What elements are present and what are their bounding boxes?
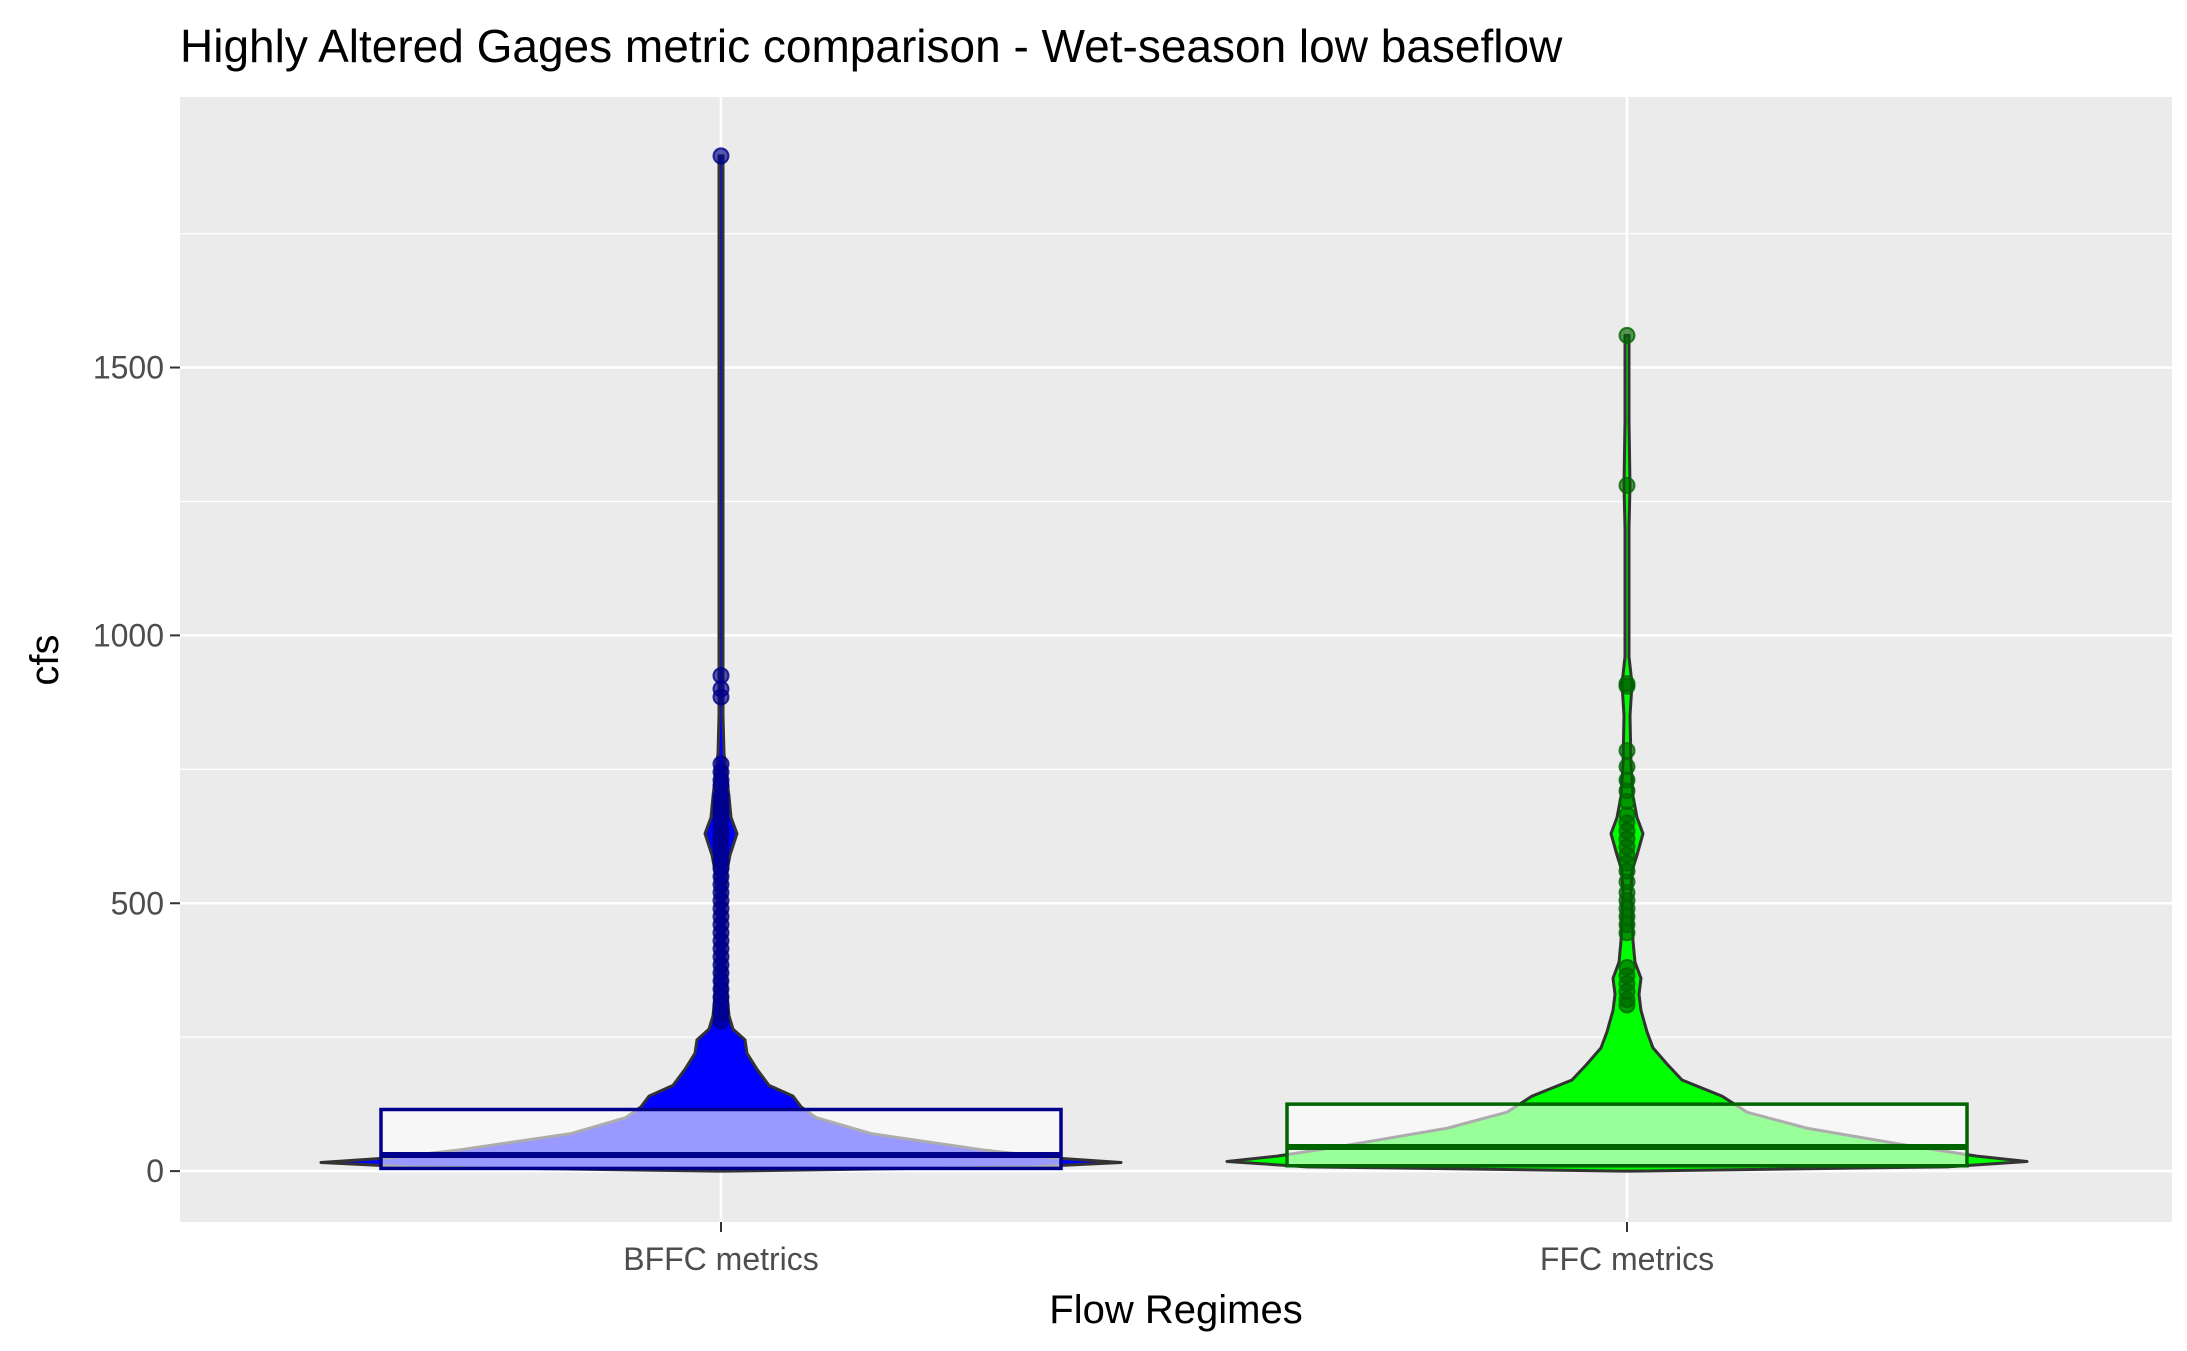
x-axis-title: Flow Regimes: [1049, 1288, 1302, 1332]
violin-group: [319, 147, 1123, 1173]
x-tick-label-ffc: FFC metrics: [1540, 1241, 1714, 1277]
plot-panel: [180, 97, 2172, 1222]
chart-title: Highly Altered Gages metric comparison -…: [180, 20, 1563, 72]
y-axis: 0 500 1000 1500: [93, 350, 180, 1189]
data-point: [1618, 742, 1636, 760]
y-tick-label: 1000: [93, 617, 164, 653]
data-point: [1618, 924, 1636, 942]
data-point: [712, 1012, 730, 1030]
y-axis-title: cfs: [23, 634, 67, 685]
box: [379, 1107, 1063, 1171]
y-tick-label: 500: [111, 885, 164, 921]
data-point: [1618, 326, 1636, 344]
data-point: [1618, 996, 1636, 1014]
x-tick-label-bffc: BFFC metrics: [623, 1241, 819, 1277]
data-point: [1618, 677, 1636, 695]
data-point: [712, 688, 730, 706]
x-axis: BFFC metrics FFC metrics: [623, 1222, 1714, 1277]
violins: [319, 147, 2029, 1173]
data-point: [1618, 476, 1636, 494]
y-tick-label: 0: [146, 1153, 164, 1189]
data-point: [712, 147, 730, 165]
box: [1285, 1102, 1969, 1168]
y-tick-label: 1500: [93, 350, 164, 386]
violin-group: [1225, 326, 2029, 1173]
